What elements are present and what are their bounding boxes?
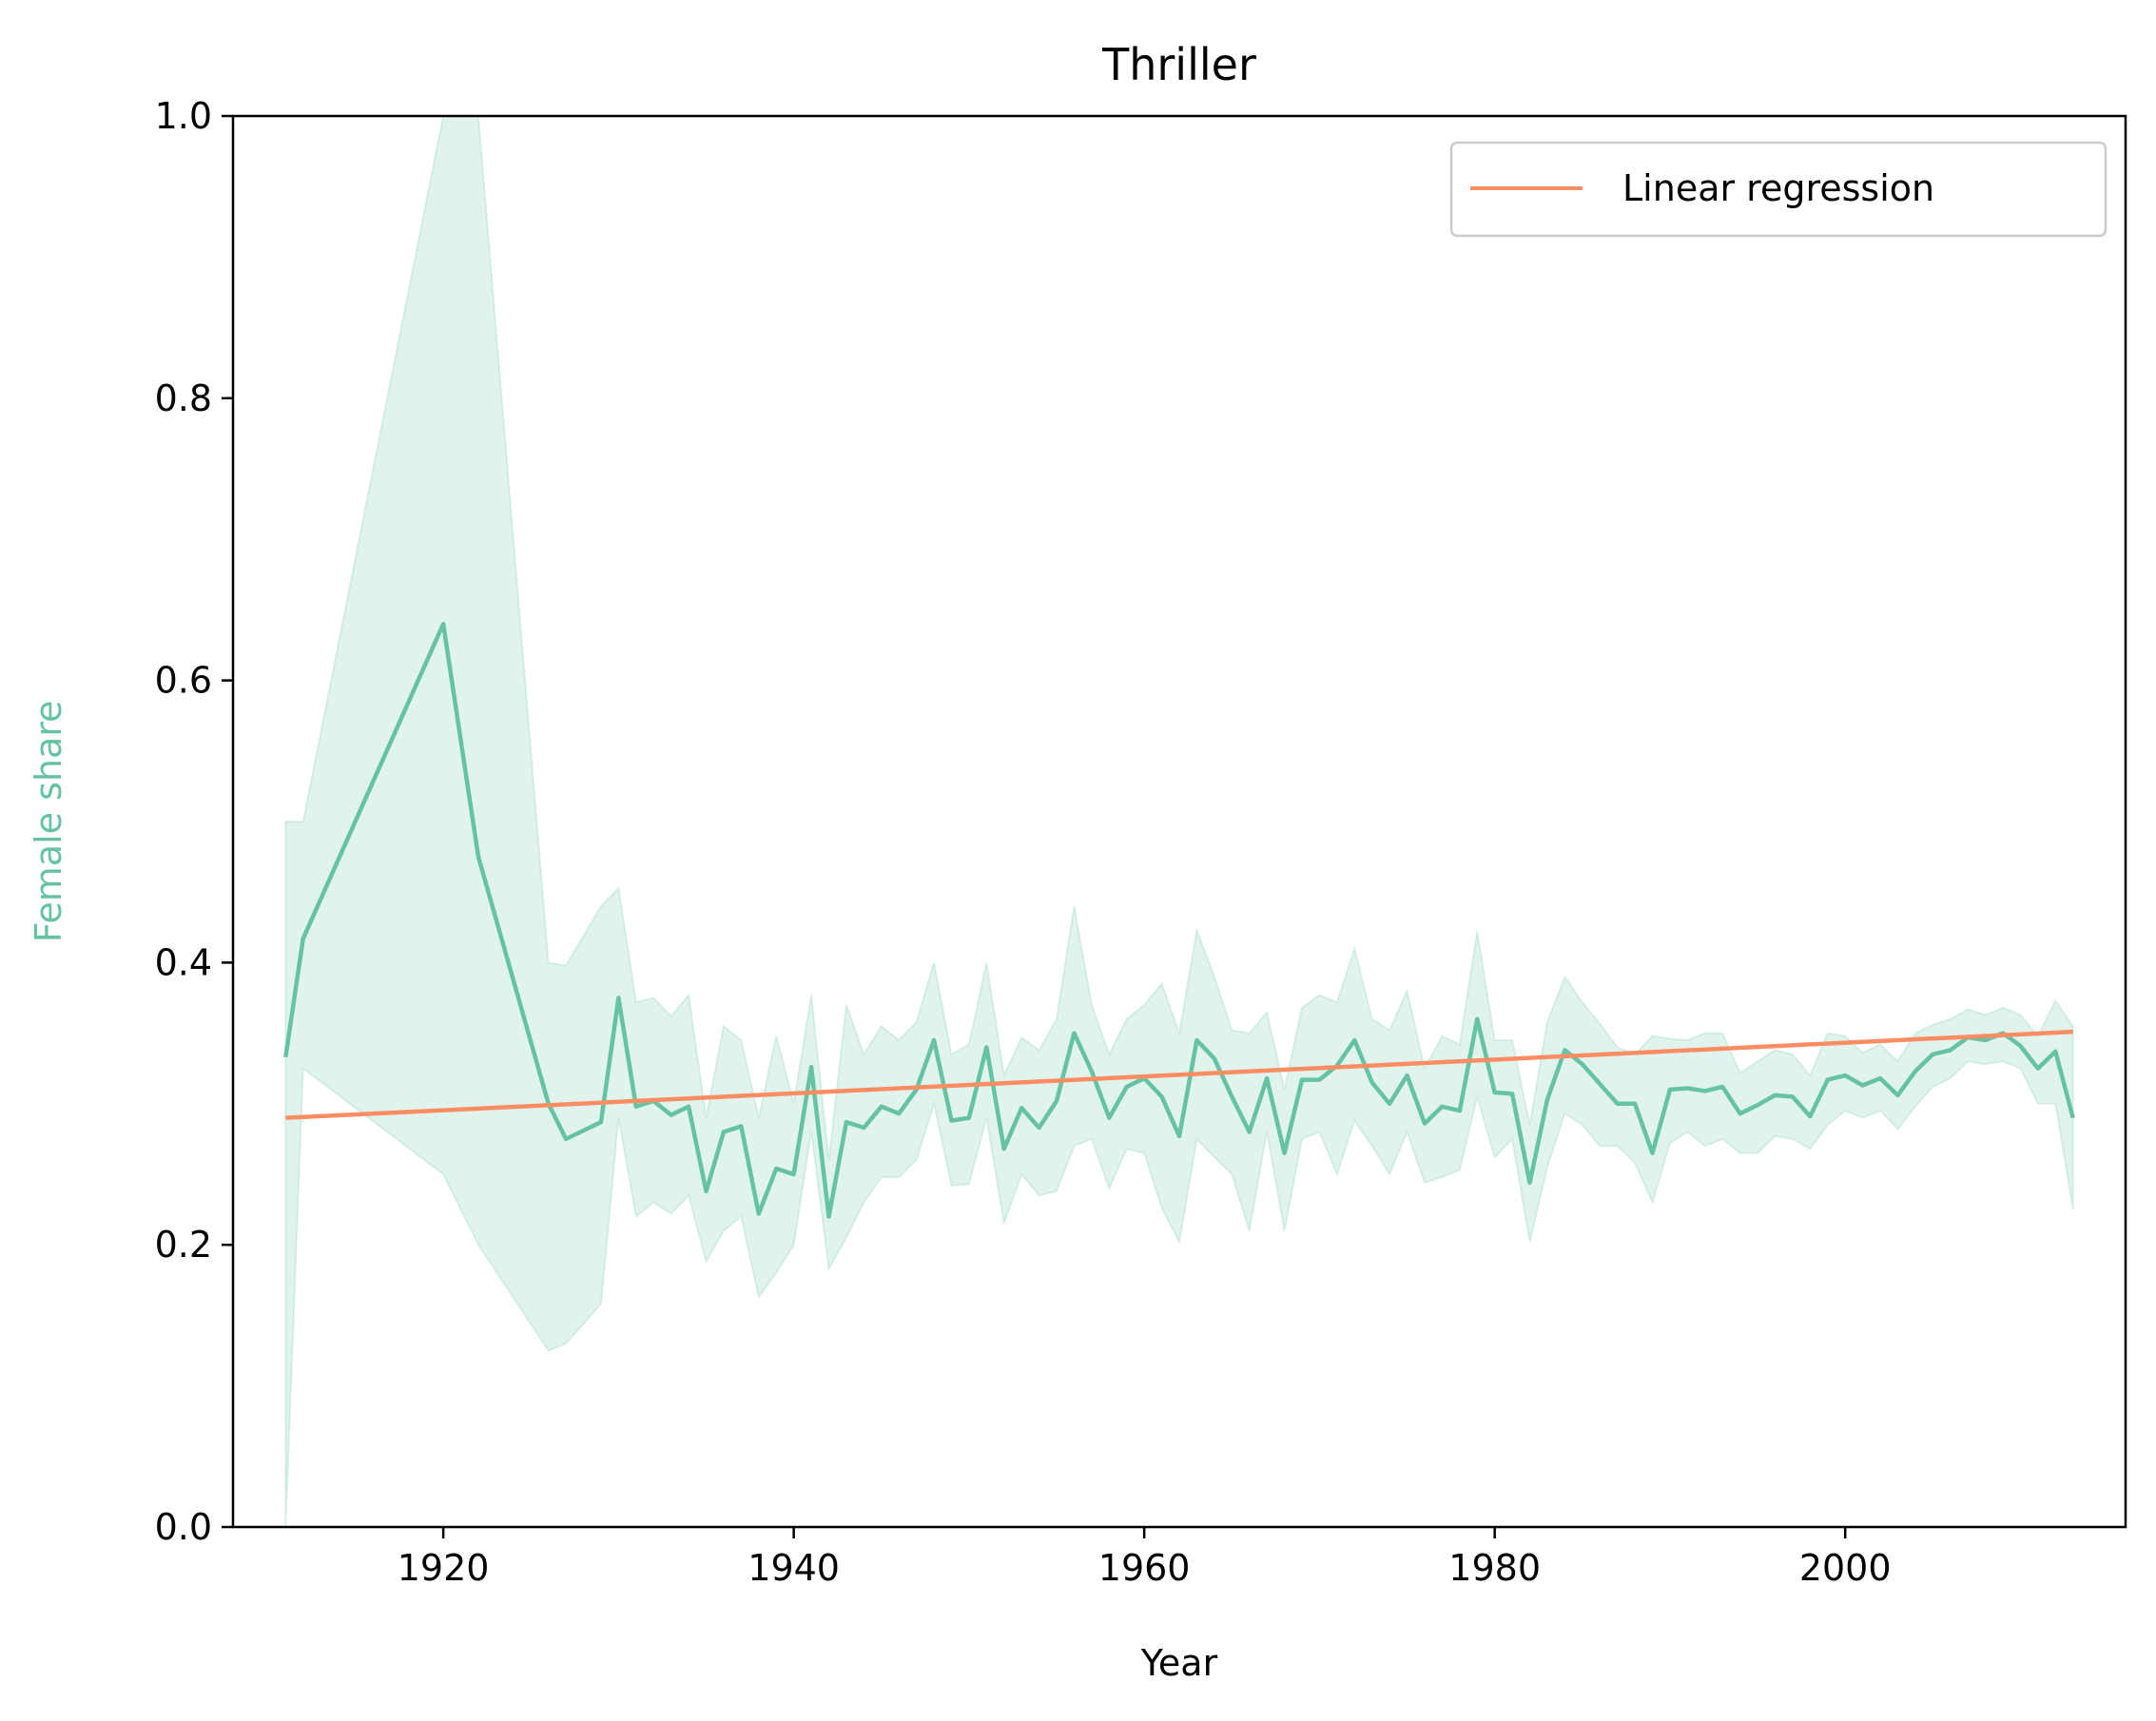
x-axis-ticks: 1920 1940 1960 1980 2000: [398, 1527, 1892, 1589]
x-tick-label: 1940: [748, 1547, 840, 1589]
y-tick-label: 0.4: [155, 941, 212, 983]
x-tick-label: 1920: [398, 1547, 490, 1589]
y-axis-ticks: 0.0 0.2 0.4 0.6 0.8 1.0: [155, 95, 233, 1548]
confidence-band: [284, 116, 2074, 1527]
female-share-line: [283, 621, 2075, 1219]
y-tick-label: 0.0: [155, 1506, 212, 1548]
x-tick-label: 1980: [1448, 1547, 1541, 1589]
y-tick-label: 1.0: [155, 95, 212, 137]
linear-regression-line: [285, 1029, 2073, 1120]
plot-area-frame: [231, 114, 2127, 1529]
legend-box: [1449, 141, 2107, 238]
y-tick-label: 0.2: [155, 1224, 212, 1266]
legend: Linear regression: [1449, 141, 2107, 238]
x-tick-label: 2000: [1799, 1547, 1892, 1589]
chart-title: Thriller: [1101, 39, 1256, 90]
confidence-band-layer: [284, 116, 2074, 1527]
x-tick-label: 1960: [1098, 1547, 1191, 1589]
y-axis-label: Female share: [28, 701, 69, 943]
y-tick-label: 0.8: [155, 377, 212, 419]
lines-layer: [283, 621, 2075, 1219]
legend-label-linear-regression: Linear regression: [1622, 167, 1934, 209]
y-tick-label: 0.6: [155, 660, 212, 702]
x-axis-label: Year: [1140, 1642, 1218, 1684]
